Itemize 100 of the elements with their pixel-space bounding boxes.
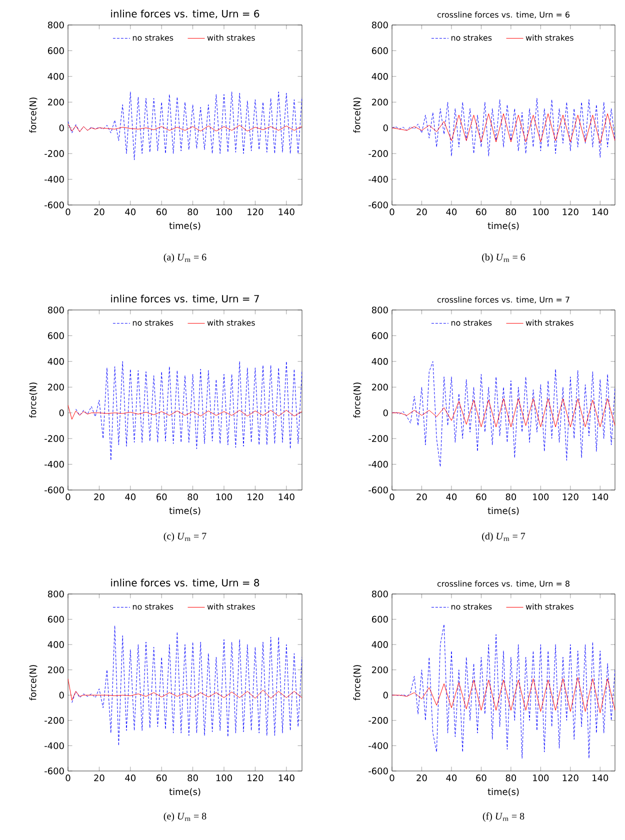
y-tick-label: -400 xyxy=(44,742,64,750)
y-tick-label: 0 xyxy=(383,124,388,132)
line-series xyxy=(392,677,615,714)
x-tick-label: 100 xyxy=(533,494,549,500)
x-tick-label: 40 xyxy=(446,494,457,500)
x-tick-label: 100 xyxy=(216,774,232,782)
y-tick-label: -400 xyxy=(368,460,388,468)
x-tick-label: 40 xyxy=(446,208,457,216)
x-tick-label: 140 xyxy=(592,208,608,216)
x-tick-label: 20 xyxy=(416,774,427,782)
y-tick-label: -400 xyxy=(44,460,64,468)
x-tick-label: 60 xyxy=(156,494,167,500)
x-tick-label: 20 xyxy=(416,208,427,216)
line-series xyxy=(72,625,302,746)
x-tick-label: 140 xyxy=(278,208,294,216)
text: (a) U$_{rn}$ = 6 xyxy=(164,253,206,263)
y-tick-label: 600 xyxy=(372,47,388,54)
y-tick-label: 600 xyxy=(48,47,64,54)
chart-title: inline forces vs. time, Urn = 6 xyxy=(111,10,260,18)
x-tick-label: 120 xyxy=(562,494,578,500)
x-tick-label: 20 xyxy=(416,494,427,500)
y-tick-label: 400 xyxy=(48,358,64,365)
y-tick-label: -200 xyxy=(44,717,64,724)
y-tick-label: -200 xyxy=(368,435,388,442)
y-axis-title: force(N) xyxy=(353,665,362,700)
x-tick-label: 0 xyxy=(66,494,70,500)
y-tick-label: -200 xyxy=(368,150,388,157)
x-axis-title: time(s) xyxy=(488,788,519,796)
x-tick-label: 40 xyxy=(125,208,136,216)
x-tick-label: 100 xyxy=(533,774,549,782)
y-tick-label: -400 xyxy=(368,742,388,750)
chart-title: inline forces vs. time, Urn = 7 xyxy=(111,294,259,304)
x-tick-label: 0 xyxy=(390,494,394,500)
y-tick-label: 600 xyxy=(372,332,388,340)
line-series xyxy=(392,98,615,158)
line-series xyxy=(68,404,302,420)
y-tick-label: 600 xyxy=(48,332,64,340)
line-series xyxy=(68,92,302,160)
x-tick-label: 140 xyxy=(278,774,294,782)
line-series xyxy=(76,361,302,461)
y-tick-label: -200 xyxy=(44,150,64,157)
x-tick-label: 140 xyxy=(592,494,608,500)
x-tick-label: 0 xyxy=(66,208,70,216)
x-tick-label: 120 xyxy=(248,774,264,782)
x-tick-label: 40 xyxy=(125,494,136,500)
x-tick-label: 120 xyxy=(562,774,578,782)
y-tick-label: 400 xyxy=(372,358,388,365)
y-tick-label: -200 xyxy=(368,717,388,724)
x-axis-title: time(s) xyxy=(488,222,519,230)
y-tick-label: -600 xyxy=(44,202,64,208)
x-tick-label: 100 xyxy=(216,208,232,216)
y-tick-label: 800 xyxy=(372,22,388,28)
x-tick-label: 120 xyxy=(562,208,578,216)
x-tick-label: 80 xyxy=(188,774,198,782)
y-tick-label: 200 xyxy=(372,384,388,391)
x-tick-label: 140 xyxy=(592,774,608,782)
y-tick-label: -400 xyxy=(44,176,64,183)
x-axis-title: time(s) xyxy=(169,222,200,230)
y-tick-label: -600 xyxy=(368,486,388,494)
x-tick-label: 20 xyxy=(94,494,104,500)
text: (e) U$_{rn}$ = 8 xyxy=(164,812,206,822)
text: (d) U$_{rn}$ = 7 xyxy=(482,532,526,542)
y-tick-label: 200 xyxy=(372,98,388,106)
line-series xyxy=(68,124,302,132)
x-tick-label: 80 xyxy=(188,208,198,216)
x-tick-label: 80 xyxy=(188,494,198,500)
text: (b) U$_{rn}$ = 6 xyxy=(482,253,526,263)
y-tick-label: 400 xyxy=(372,73,388,80)
x-tick-label: 0 xyxy=(66,774,70,782)
y-tick-label: -600 xyxy=(368,202,388,208)
x-tick-label: 0 xyxy=(390,208,394,216)
x-tick-label: 0 xyxy=(390,774,394,782)
x-tick-label: 120 xyxy=(248,494,264,500)
line-series xyxy=(392,398,615,428)
y-tick-label: 800 xyxy=(48,306,64,314)
x-axis-title: time(s) xyxy=(169,788,200,796)
y-tick-label: 200 xyxy=(48,666,64,674)
y-tick-label: 400 xyxy=(372,641,388,648)
x-tick-label: 60 xyxy=(156,208,167,216)
x-tick-label: 60 xyxy=(476,774,486,782)
x-tick-label: 40 xyxy=(446,774,457,782)
y-tick-label: 200 xyxy=(48,98,64,106)
y-tick-label: 200 xyxy=(372,666,388,674)
y-axis-title: force(N) xyxy=(29,665,38,700)
y-tick-label: 0 xyxy=(59,692,64,699)
x-tick-label: 80 xyxy=(506,494,516,500)
x-tick-label: 80 xyxy=(506,774,516,782)
x-axis-title: time(s) xyxy=(488,507,519,516)
y-tick-label: 0 xyxy=(383,692,388,699)
y-axis-title: force(N) xyxy=(29,382,38,418)
line-series xyxy=(392,361,615,468)
x-tick-label: 60 xyxy=(476,208,486,216)
y-tick-label: 400 xyxy=(48,641,64,648)
y-tick-label: 800 xyxy=(372,306,388,314)
y-tick-label: 400 xyxy=(48,73,64,80)
y-tick-label: 200 xyxy=(48,384,64,391)
chart-title: inline forces vs. time, Urn = 8 xyxy=(111,578,260,588)
x-tick-label: 80 xyxy=(506,208,516,216)
y-tick-label: 800 xyxy=(48,590,64,598)
x-tick-label: 140 xyxy=(278,494,294,500)
